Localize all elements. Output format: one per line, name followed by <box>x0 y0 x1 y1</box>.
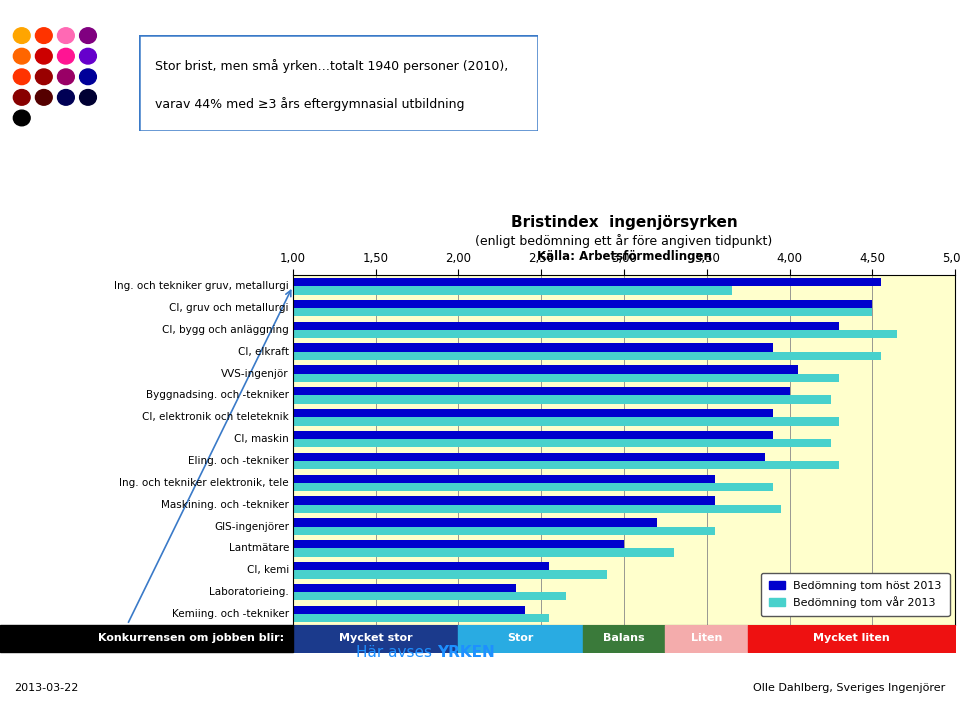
Text: 2013-03-22: 2013-03-22 <box>14 683 79 693</box>
Text: CI, gruv och metallurgi: CI, gruv och metallurgi <box>170 303 289 313</box>
Text: Stor brist, men små yrken…totalt 1940 personer (2010),: Stor brist, men små yrken…totalt 1940 pe… <box>156 59 509 73</box>
Bar <box>293 549 674 556</box>
Text: Konkurrensen om jobben blir:: Konkurrensen om jobben blir: <box>98 633 284 643</box>
Circle shape <box>58 69 74 85</box>
Circle shape <box>80 28 96 44</box>
Circle shape <box>13 49 30 64</box>
Text: Kemiing. och -tekniker: Kemiing. och -tekniker <box>172 609 289 619</box>
Text: (enligt bedömning ett år före angiven tidpunkt): (enligt bedömning ett år före angiven ti… <box>475 234 773 249</box>
Text: YRKEN: YRKEN <box>437 645 494 660</box>
Circle shape <box>13 90 30 105</box>
Circle shape <box>36 49 52 64</box>
Text: CI, elektronik och teleteknik: CI, elektronik och teleteknik <box>142 412 289 422</box>
Bar <box>293 439 831 448</box>
Circle shape <box>58 49 74 64</box>
Bar <box>293 322 839 330</box>
Bar <box>293 373 839 382</box>
FancyBboxPatch shape <box>139 35 538 131</box>
Circle shape <box>13 69 30 85</box>
Text: Stor: Stor <box>507 633 534 643</box>
Bar <box>293 431 773 439</box>
Bar <box>293 614 549 622</box>
Circle shape <box>36 90 52 105</box>
Legend: Bedömning tom höst 2013, Bedömning tom vår 2013: Bedömning tom höst 2013, Bedömning tom v… <box>761 573 949 616</box>
Text: Mycket stor: Mycket stor <box>339 633 413 643</box>
Bar <box>293 606 524 614</box>
Text: Balans: Balans <box>603 633 645 643</box>
Text: Ing. och tekniker gruv, metallurgi: Ing. och tekniker gruv, metallurgi <box>114 281 289 292</box>
Circle shape <box>58 28 74 44</box>
Text: Laboratorieing.: Laboratorieing. <box>209 587 289 597</box>
Bar <box>293 562 549 570</box>
Text: CI, bygg och anläggning: CI, bygg och anläggning <box>162 325 289 335</box>
Bar <box>293 278 880 286</box>
Bar <box>293 352 880 360</box>
Bar <box>293 584 516 592</box>
Bar <box>293 417 839 426</box>
Text: Byggnadsing. och -tekniker: Byggnadsing. och -tekniker <box>146 390 289 400</box>
Text: varav 44% med ≥3 års eftergymnasial utbildning: varav 44% med ≥3 års eftergymnasial utbi… <box>156 97 465 111</box>
Bar <box>293 518 658 527</box>
Bar <box>293 474 715 483</box>
Text: Liten: Liten <box>691 633 723 643</box>
Circle shape <box>36 69 52 85</box>
Bar <box>293 308 873 316</box>
Circle shape <box>80 90 96 105</box>
Text: Bristindex  ingenjörsyrken: Bristindex ingenjörsyrken <box>511 215 737 230</box>
Circle shape <box>13 110 30 126</box>
Bar <box>293 496 715 505</box>
Bar <box>293 527 715 535</box>
Bar <box>293 330 898 338</box>
Bar <box>293 365 798 373</box>
Text: Källa: Arbetsförmedlingen: Källa: Arbetsförmedlingen <box>537 251 711 263</box>
Text: VVS-ingenjör: VVS-ingenjör <box>222 369 289 378</box>
Circle shape <box>80 69 96 85</box>
Text: Maskining. och -tekniker: Maskining. och -tekniker <box>161 500 289 510</box>
Bar <box>293 592 566 600</box>
Text: Lantmätare: Lantmätare <box>228 544 289 554</box>
Bar <box>293 505 781 513</box>
Text: CI, kemi: CI, kemi <box>247 566 289 575</box>
Text: Eling. och -tekniker: Eling. och -tekniker <box>188 456 289 466</box>
Bar <box>293 286 732 294</box>
Circle shape <box>13 28 30 44</box>
Circle shape <box>58 90 74 105</box>
Bar <box>293 344 773 352</box>
Bar <box>293 483 773 491</box>
Circle shape <box>36 28 52 44</box>
Text: GIS-ingenjörer: GIS-ingenjörer <box>214 522 289 532</box>
Text: Olle Dahlberg, Sveriges Ingenjörer: Olle Dahlberg, Sveriges Ingenjörer <box>754 683 946 693</box>
Text: Här avses: Här avses <box>356 645 437 660</box>
Bar <box>293 570 608 578</box>
Circle shape <box>80 49 96 64</box>
Bar <box>293 453 765 461</box>
Bar <box>293 409 773 417</box>
Text: Mycket liten: Mycket liten <box>813 633 890 643</box>
Bar <box>293 300 873 308</box>
Text: Ing. och tekniker elektronik, tele: Ing. och tekniker elektronik, tele <box>119 478 289 488</box>
Text: CI, elkraft: CI, elkraft <box>238 347 289 357</box>
Bar <box>293 395 831 404</box>
Text: CI, maskin: CI, maskin <box>234 434 289 444</box>
Bar <box>293 461 839 469</box>
Bar <box>293 540 624 549</box>
Bar <box>293 387 790 395</box>
